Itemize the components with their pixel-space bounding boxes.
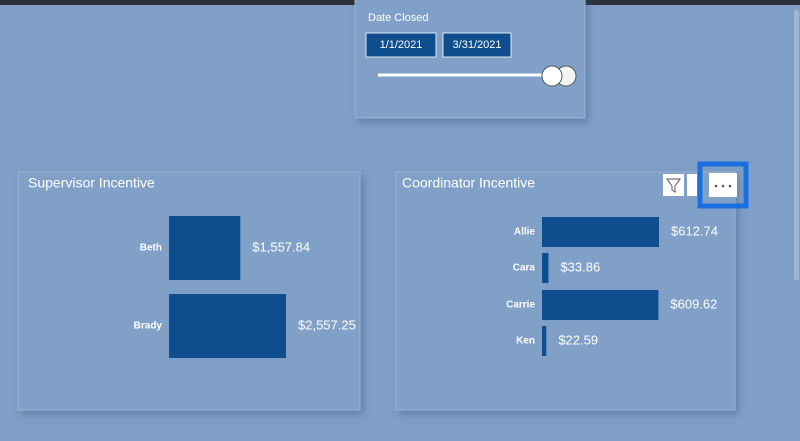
- start-date[interactable]: 1/1/2021: [380, 39, 423, 51]
- scrollbar[interactable]: [794, 10, 799, 280]
- value-label: $2,557.25: [298, 317, 356, 332]
- focus-icon[interactable]: [687, 174, 697, 196]
- dot: [728, 184, 732, 188]
- category-label: Brady: [134, 321, 163, 332]
- chart-title: Coordinator Incentive: [402, 175, 535, 191]
- category-label: Cara: [513, 263, 536, 274]
- filter-icon[interactable]: [663, 174, 684, 196]
- date-box[interactable]: [365, 32, 437, 58]
- dot: [721, 184, 725, 188]
- bar: [542, 290, 659, 320]
- value-label: $1,557.84: [252, 239, 310, 254]
- category-label: Allie: [514, 227, 536, 238]
- bar: [542, 326, 547, 356]
- category-label: Ken: [516, 336, 535, 347]
- value-label: $612.74: [671, 223, 718, 238]
- dot: [714, 184, 718, 188]
- value-label: $22.59: [558, 332, 598, 347]
- bar: [169, 294, 286, 358]
- bar: [542, 217, 659, 247]
- end-date[interactable]: 3/31/2021: [453, 39, 502, 51]
- slicer-card: [354, 0, 586, 119]
- slider-handle[interactable]: [541, 65, 563, 87]
- category-label: Carrie: [506, 300, 535, 311]
- date-box[interactable]: [442, 32, 512, 58]
- category-label: Beth: [140, 243, 162, 254]
- chart-card: [17, 171, 361, 411]
- chart-title: Supervisor Incentive: [28, 175, 155, 191]
- slicer-title: Date Closed: [368, 12, 429, 24]
- bar: [169, 216, 241, 280]
- value-label: $609.62: [670, 296, 717, 311]
- value-label: $33.86: [560, 259, 600, 274]
- highlight-box: [697, 161, 749, 209]
- filter-glyph: [666, 178, 681, 193]
- bar: [542, 253, 549, 283]
